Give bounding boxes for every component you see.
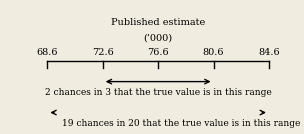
Text: 2 chances in 3 that the true value is in this range: 2 chances in 3 that the true value is in…	[45, 88, 271, 97]
Text: Published estimate: Published estimate	[111, 18, 205, 27]
Text: 68.6: 68.6	[37, 48, 58, 57]
Text: 19 chances in 20 that the true value is in this range: 19 chances in 20 that the true value is …	[61, 119, 300, 128]
Text: (’000): (’000)	[143, 34, 173, 43]
Text: 72.6: 72.6	[92, 48, 114, 57]
Text: 84.6: 84.6	[258, 48, 280, 57]
Text: 76.6: 76.6	[147, 48, 169, 57]
Text: 80.6: 80.6	[203, 48, 224, 57]
